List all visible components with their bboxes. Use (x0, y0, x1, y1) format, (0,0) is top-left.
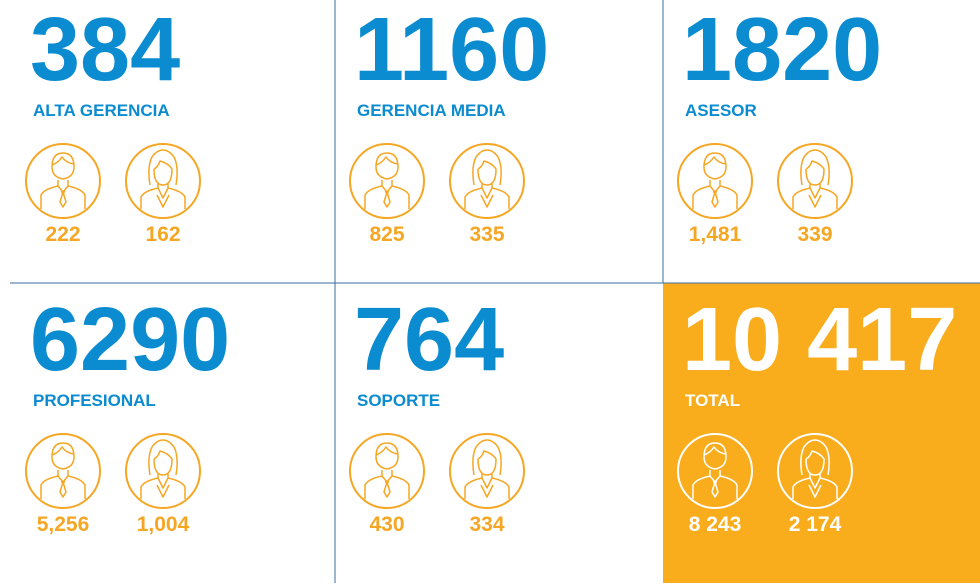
women-icon (449, 433, 525, 509)
men-icon (349, 433, 425, 509)
category-label: SOPORTE (357, 391, 440, 410)
icon-circle (449, 143, 525, 219)
person (40, 442, 86, 499)
men-count: 430 (369, 513, 404, 536)
icon-circle (677, 433, 753, 509)
person (464, 149, 510, 209)
person (140, 439, 186, 499)
total-count: 764 (354, 290, 504, 390)
total-count: 384 (30, 0, 180, 100)
total-panel (663, 283, 980, 583)
women-count: 335 (469, 223, 504, 246)
women-count: 334 (469, 513, 504, 536)
category-label: PROFESIONAL (33, 391, 156, 410)
total-count: 1820 (682, 0, 882, 100)
person (364, 442, 410, 499)
women-count: 162 (145, 223, 180, 246)
women-icon (125, 433, 201, 509)
women-count: 2 174 (789, 513, 842, 536)
men-icon (677, 433, 753, 509)
category-label: ASESOR (685, 101, 757, 120)
person (40, 152, 86, 209)
women-icon (777, 433, 853, 509)
person (792, 149, 838, 209)
men-count: 825 (369, 223, 404, 246)
category-label: GERENCIA MEDIA (357, 101, 506, 120)
men-count: 8 243 (689, 513, 742, 536)
icon-circle (777, 433, 853, 509)
person (792, 439, 838, 499)
icon-circle (449, 433, 525, 509)
men-icon (677, 143, 753, 219)
person (464, 439, 510, 499)
icon-circle (349, 433, 425, 509)
category-label: TOTAL (685, 391, 740, 410)
icon-circle (25, 433, 101, 509)
person (692, 152, 738, 209)
women-icon (449, 143, 525, 219)
person (364, 152, 410, 209)
person (140, 149, 186, 209)
category-label: ALTA GERENCIA (33, 101, 170, 120)
women-icon (125, 143, 201, 219)
men-count: 5,256 (37, 513, 90, 536)
total-count: 10 417 (682, 290, 957, 390)
icon-circle (125, 143, 201, 219)
men-count: 222 (45, 223, 80, 246)
men-count: 1,481 (689, 223, 742, 246)
icon-circle (777, 143, 853, 219)
men-icon (25, 143, 101, 219)
person (692, 442, 738, 499)
women-icon (777, 143, 853, 219)
men-icon (349, 143, 425, 219)
icon-circle (349, 143, 425, 219)
icon-circle (677, 143, 753, 219)
women-count: 339 (797, 223, 832, 246)
men-icon (25, 433, 101, 509)
icon-circle (25, 143, 101, 219)
total-count: 6290 (30, 290, 230, 390)
women-count: 1,004 (137, 513, 190, 536)
total-count: 1160 (354, 0, 549, 100)
icon-circle (125, 433, 201, 509)
